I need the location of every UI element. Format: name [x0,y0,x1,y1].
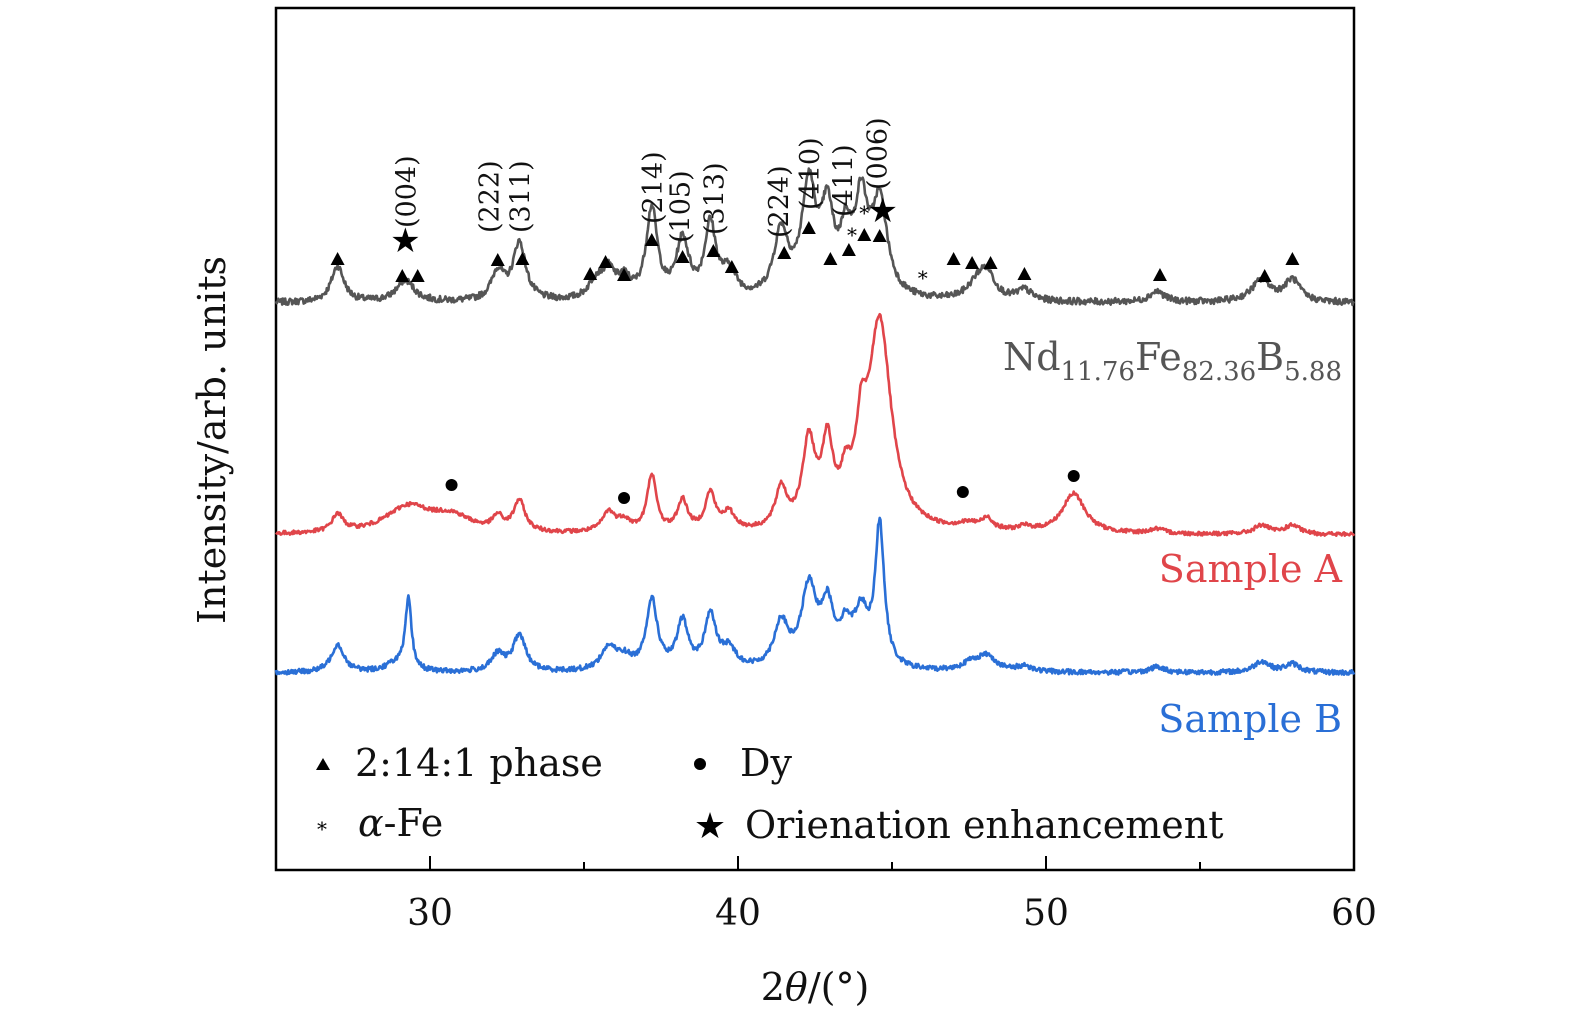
phase-triangle-marker [724,260,739,273]
legend-star-icon: ★ [694,806,726,847]
alpha-fe-asterisk-marker: * [918,266,928,290]
series-line [274,516,1356,676]
plane-label: (105) [665,170,696,243]
dy-dot-marker [445,479,458,491]
plane-label: (006) [863,117,894,190]
phase-triangle-marker [410,269,425,282]
x-tick-label: 30 [407,893,453,934]
phase-triangle-marker [598,255,613,268]
phase-triangle-marker [644,233,659,246]
legend-label-orientation: Orienation enhancement [745,803,1224,847]
phase-triangle-marker [583,267,598,280]
plane-label: (311) [505,160,536,233]
plane-label: (411) [829,144,860,217]
phase-triangle-marker [1017,267,1032,280]
phase-triangle-marker [983,256,998,269]
phase-triangle-marker [777,246,792,259]
dy-dot-marker [956,486,969,498]
legend-dot-icon [694,758,706,770]
phase-triangle-marker [857,228,872,241]
orientation-star-marker: ★ [868,191,898,231]
dy-dot-marker [618,492,631,504]
phase-triangle-marker [1152,268,1167,281]
plane-label: (222) [475,160,506,233]
alpha-fe-asterisk-marker: * [847,223,857,247]
phase-triangle-marker [841,243,856,256]
phase-triangle-marker [617,268,632,281]
x-tick-label: 40 [715,893,761,934]
series-line [274,167,1356,307]
phase-triangle-marker [515,252,530,265]
x-axis-ticks: 30 40 50 60 [275,856,1377,934]
orientation-star-marker: ★ [390,221,420,261]
phase-triangle-marker [490,253,505,266]
series-label-sample-a: Sample A [1159,547,1343,591]
series-line [275,312,1356,537]
legend-asterisk-icon: * [317,817,327,841]
plane-label: (410) [795,137,826,210]
plane-label: (313) [699,162,730,235]
phase-triangle-marker [706,244,721,257]
plane-labels: (004) (222) (311) (214)(105) (313) (224) (410)… [391,117,893,243]
x-axis-title: 2θ/(°) [761,965,870,1009]
phase-triangle-marker [1257,269,1272,282]
phase-triangle-marker [946,252,961,265]
plane-label: (214) [638,151,669,224]
x-tick-label: 60 [1331,893,1377,934]
legend-label-dy: Dy [740,741,792,785]
phase-triangle-marker [872,229,887,242]
legend-label-alpha-fe: α-Fe [358,801,443,845]
alpha-fe-asterisk-marker: * [859,201,869,225]
legend: 2:14:1 phase Dy * α-Fe ★ Orienation enha… [316,741,1224,847]
phase-triangle-marker [801,221,816,234]
dy-dot-marker [1067,470,1080,482]
plane-label: (224) [764,165,795,238]
phase-triangle-marker [675,250,690,263]
series-curves [274,167,1356,676]
phase-triangle-marker [965,256,980,269]
plot-frame [274,6,1356,872]
peak-markers: ★★*** [330,191,1300,504]
series-label-sample-b: Sample B [1158,697,1342,741]
phase-triangle-marker [330,252,345,265]
series-label-reference: Nd11.76Fe82.36B5.88 [1003,335,1342,387]
phase-triangle-marker [1285,252,1300,265]
phase-triangle-marker [823,252,838,265]
y-axis-title: Intensity/arb. units [190,256,234,624]
legend-label-phase: 2:14:1 phase [355,741,603,785]
plane-label: (004) [391,155,422,228]
x-tick-label: 50 [1023,893,1069,934]
phase-triangle-marker [395,269,410,282]
legend-triangle-icon [316,758,330,770]
